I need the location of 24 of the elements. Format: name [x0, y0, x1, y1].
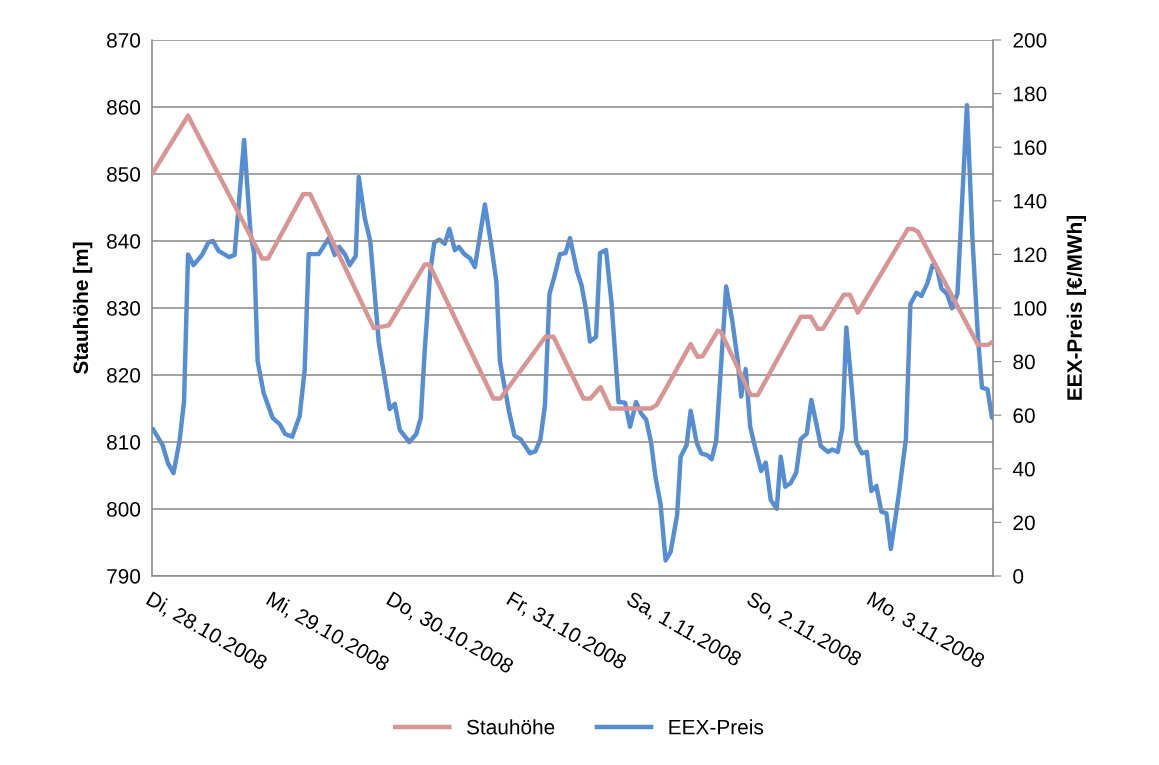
- y-tick-label: 790: [107, 569, 141, 584]
- legend-label: Stauhöhe: [466, 719, 555, 735]
- y-tick-label: 870: [107, 33, 141, 48]
- y-tick-label: 820: [107, 368, 141, 383]
- legend-label: EEX-Preis: [669, 719, 764, 735]
- y2-tick-label: 160: [1014, 140, 1047, 155]
- y-tick-label: 860: [107, 100, 141, 115]
- y-tick-label: 810: [107, 435, 141, 450]
- y2-tick-label: 180: [1014, 86, 1047, 102]
- y2-tick-label: 140: [1014, 193, 1047, 209]
- y-axis-title: Stauhöhe [m]: [72, 242, 93, 374]
- y2-tick-label: 20: [1013, 515, 1035, 531]
- y-tick-label: 840: [107, 234, 141, 249]
- y2-tick-label: 200: [1013, 33, 1047, 48]
- y2-tick-label: 80: [1013, 354, 1035, 370]
- y2-tick-label: 100: [1014, 301, 1047, 316]
- y-tick-label: 800: [107, 502, 141, 517]
- y2-tick-label: 40: [1012, 461, 1035, 477]
- y2-tick-label: 0: [1013, 569, 1024, 584]
- y2-tick-label: 120: [1014, 247, 1047, 263]
- y-tick-label: 850: [107, 167, 141, 182]
- y2-tick-label: 60: [1013, 408, 1035, 423]
- y2-axis-title: EEX-Preis [€/MWh]: [1066, 215, 1087, 400]
- y-tick-label: 830: [107, 301, 141, 316]
